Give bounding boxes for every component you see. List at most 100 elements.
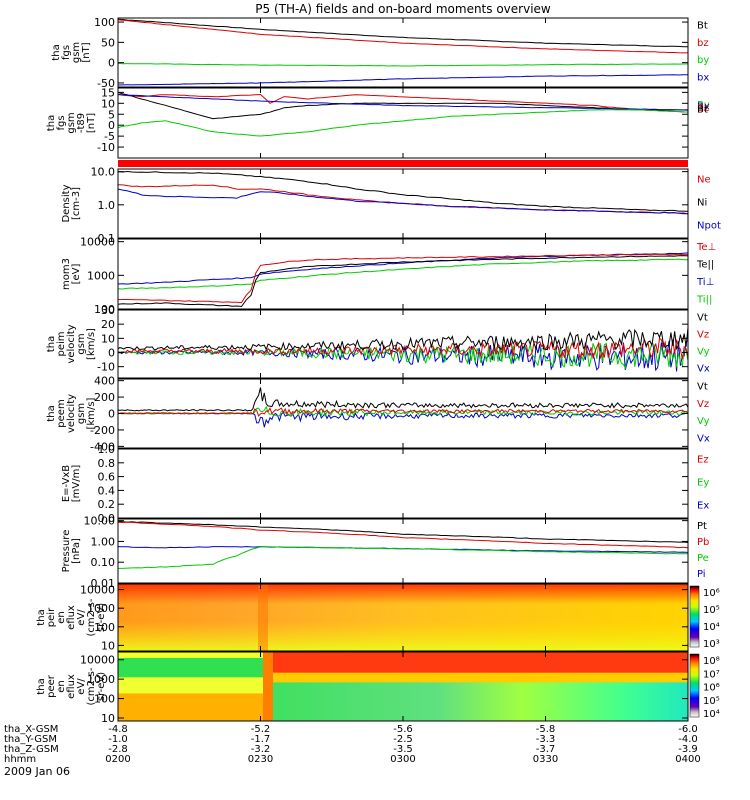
y-axis-label: tha peer en eflux eV/(cm2-s-sr-eV) bbox=[36, 667, 107, 705]
y-axis-label: mom3 [eV] bbox=[61, 258, 82, 290]
y-axis-label: tha peir en eflux eV/(cm2-s-sr-eV) bbox=[36, 598, 107, 636]
x-tick-label: -2.8 bbox=[108, 744, 128, 755]
electron-mid bbox=[273, 672, 688, 683]
y-tick-label: 0.2 bbox=[98, 498, 116, 511]
y-tick-label: -200 bbox=[90, 424, 115, 437]
y-axis-label-line: fgs bbox=[61, 45, 72, 60]
legend-by: By bbox=[697, 100, 710, 111]
colorbar-tick-label: 10⁶ bbox=[703, 588, 720, 599]
y-axis-label-line: peim bbox=[56, 331, 67, 356]
y-axis-label-line: tha bbox=[46, 336, 57, 352]
y-tick-label: 1.00 bbox=[91, 535, 116, 548]
y-tick-label: -10 bbox=[97, 361, 115, 374]
series-ti-line bbox=[118, 252, 688, 285]
separator-bar bbox=[118, 160, 688, 167]
series-pe-line bbox=[118, 546, 688, 569]
series-ti-line bbox=[118, 258, 688, 290]
series-vt-line bbox=[118, 387, 688, 412]
y-axis-label-line: peer bbox=[46, 674, 57, 698]
series-group bbox=[118, 252, 688, 308]
series-vz-line bbox=[118, 407, 688, 417]
y-tick-label: 1.0 bbox=[98, 443, 116, 456]
y-tick-label: 50 bbox=[101, 36, 115, 49]
panel-frame bbox=[117, 238, 689, 310]
series-bz-line bbox=[118, 19, 688, 54]
series-bz-line bbox=[118, 93, 688, 113]
electron-pre-band bbox=[118, 658, 268, 678]
y-tick-label: -50 bbox=[97, 77, 115, 90]
y-axis-label: Density [cm-3] bbox=[61, 184, 82, 222]
ion-low-energy bbox=[118, 620, 688, 651]
series-te-line bbox=[118, 255, 688, 308]
y-axis-label-line: [cm-3] bbox=[71, 187, 82, 220]
legend-bz: bz bbox=[697, 38, 709, 49]
y-axis-label-line: E=-VxB bbox=[61, 465, 72, 502]
colorbar-tick-label: 10⁷ bbox=[703, 669, 720, 680]
colorbar-tick-label: 10³ bbox=[703, 639, 720, 650]
y-tick-label: 10 bbox=[101, 712, 115, 725]
y-axis-label-line: [mV/m] bbox=[71, 465, 82, 503]
y-tick-label: 100 bbox=[94, 621, 115, 634]
x-row-label: tha_X-GSM bbox=[4, 724, 58, 735]
y-tick-label: 100 bbox=[94, 303, 115, 316]
series-by-line bbox=[118, 62, 688, 67]
electron-pre-low bbox=[118, 693, 268, 721]
legend-vt: Vt bbox=[697, 313, 708, 324]
x-tick-label: -3.5 bbox=[393, 744, 413, 755]
series-vz-line bbox=[118, 337, 688, 360]
y-axis-label-line: [nT] bbox=[81, 42, 92, 62]
y-tick-label: 30 bbox=[101, 304, 115, 317]
series-pi-line bbox=[118, 546, 688, 553]
y-tick-label: 1000 bbox=[87, 673, 115, 686]
y-axis-label-line: velocity bbox=[66, 394, 77, 433]
series-npot-line bbox=[118, 188, 688, 215]
legend-pt: Pt bbox=[697, 521, 707, 532]
y-axis-label-line: gsm bbox=[76, 333, 87, 354]
series-vy-line bbox=[118, 342, 688, 370]
y-axis-label-line: fgs bbox=[56, 115, 67, 130]
series-bx-line bbox=[118, 94, 688, 111]
y-tick-label: 1000 bbox=[87, 269, 115, 282]
y-axis-label-line: eV/ bbox=[76, 609, 87, 626]
y-axis-label-line: peir bbox=[46, 607, 57, 627]
series-ne-line bbox=[118, 184, 688, 215]
series-group bbox=[118, 520, 688, 569]
legend-bt: Bt bbox=[697, 105, 708, 116]
legend-vz: Vz bbox=[697, 330, 709, 341]
x-tick-label: -3.9 bbox=[678, 744, 698, 755]
colorbar-tick-label: 10⁴ bbox=[703, 709, 720, 720]
y-axis-label-line: mom3 bbox=[61, 258, 72, 290]
y-tick-label: -400 bbox=[90, 440, 115, 453]
y-tick-label: 10 bbox=[101, 639, 115, 652]
panel-4: Te⊥ Te|| Ti⊥ Ti|| 100 1000 10000 mom3 [eV] bbox=[61, 236, 716, 316]
y-tick-label: 10000 bbox=[80, 236, 115, 249]
x-row-label: hhmm bbox=[4, 754, 36, 765]
panel-3: Ne Ni Npot 0.1 1.0 10.0 Density [cm-3] bbox=[61, 166, 721, 245]
y-tick-label: 20 bbox=[101, 318, 115, 331]
series-bx-line bbox=[118, 74, 688, 86]
y-axis-label: Pressure [nPa] bbox=[61, 530, 82, 573]
x-tick-label: 0400 bbox=[675, 754, 700, 765]
y-tick-label: 10 bbox=[101, 332, 115, 345]
y-tick-label: 0.0 bbox=[98, 512, 116, 525]
series-te-line bbox=[118, 253, 688, 304]
x-tick-label: 0330 bbox=[533, 754, 558, 765]
ion-boundary bbox=[258, 584, 268, 651]
y-axis-label-line: velocity bbox=[66, 324, 77, 363]
legend-vz: Vz bbox=[697, 399, 709, 410]
panel-frame bbox=[117, 448, 689, 519]
legend-by: by bbox=[697, 55, 709, 66]
legend-vt: Vt bbox=[697, 382, 708, 393]
x-tick-label: -4.8 bbox=[108, 724, 128, 735]
legend-pe: Pe bbox=[697, 553, 709, 564]
series-ni-line bbox=[118, 170, 688, 212]
legend-ex: Ex bbox=[697, 501, 709, 512]
y-axis-label-line: gsm bbox=[76, 403, 87, 424]
legend-ey: Ey bbox=[697, 478, 709, 489]
y-tick-label: 15 bbox=[101, 86, 115, 99]
panel-frame bbox=[117, 309, 689, 379]
